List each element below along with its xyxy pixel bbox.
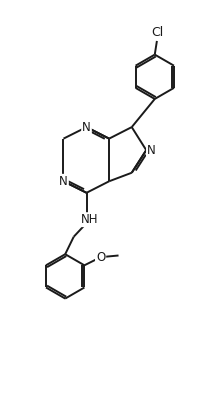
Text: O: O [96,251,105,264]
Text: Cl: Cl [152,26,164,39]
Text: N: N [147,145,156,158]
Text: NH: NH [81,213,99,226]
Text: N: N [59,175,68,188]
Text: N: N [82,121,91,134]
